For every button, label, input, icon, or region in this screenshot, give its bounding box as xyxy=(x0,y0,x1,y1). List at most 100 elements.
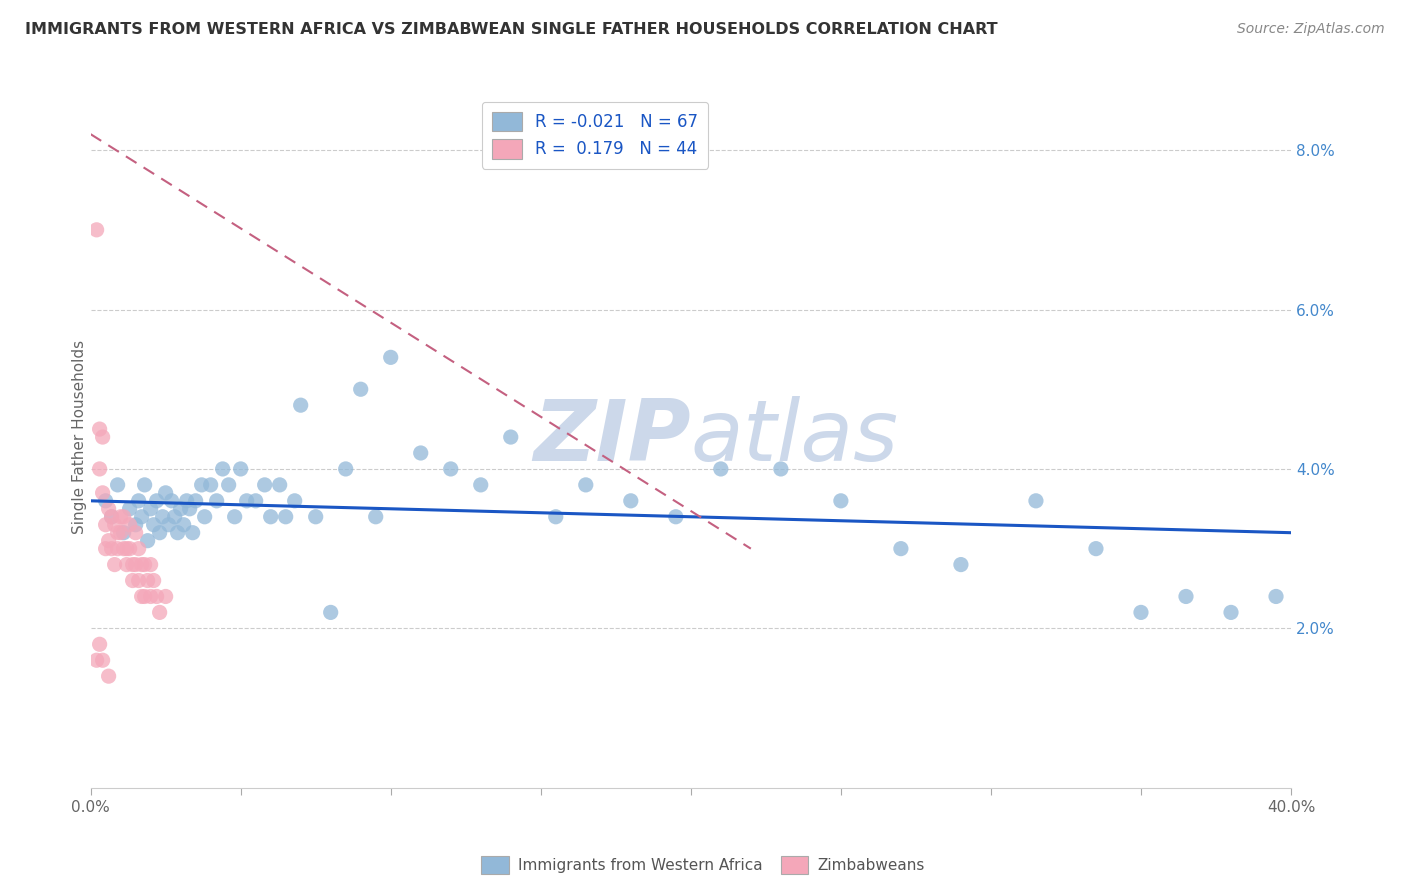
Point xyxy=(142,517,165,532)
Point xyxy=(112,541,135,556)
Point xyxy=(155,590,177,604)
Point xyxy=(89,422,111,436)
Point xyxy=(1025,493,1047,508)
Point xyxy=(155,486,177,500)
Point xyxy=(131,558,153,572)
Point xyxy=(136,574,159,588)
Point xyxy=(131,590,153,604)
Point xyxy=(118,517,141,532)
Point xyxy=(364,509,387,524)
Point xyxy=(128,541,150,556)
Point xyxy=(142,574,165,588)
Point xyxy=(1265,590,1288,604)
Point xyxy=(107,478,129,492)
Point xyxy=(104,517,127,532)
Point xyxy=(253,478,276,492)
Point xyxy=(949,558,972,572)
Point xyxy=(121,558,143,572)
Text: atlas: atlas xyxy=(690,395,898,478)
Point xyxy=(163,509,186,524)
Point xyxy=(229,462,252,476)
Point xyxy=(136,533,159,548)
Point xyxy=(100,509,122,524)
Point xyxy=(91,653,114,667)
Point xyxy=(112,509,135,524)
Point xyxy=(380,351,402,365)
Point xyxy=(134,590,156,604)
Point xyxy=(350,382,373,396)
Point xyxy=(124,517,146,532)
Point xyxy=(1220,606,1243,620)
Point xyxy=(97,501,120,516)
Point xyxy=(620,493,643,508)
Point xyxy=(470,478,492,492)
Point xyxy=(830,493,852,508)
Point xyxy=(115,541,138,556)
Point xyxy=(319,606,342,620)
Point xyxy=(100,541,122,556)
Point xyxy=(100,509,122,524)
Point xyxy=(284,493,307,508)
Point xyxy=(173,517,195,532)
Point xyxy=(110,525,132,540)
Text: ZIP: ZIP xyxy=(533,395,690,478)
Point xyxy=(1130,606,1153,620)
Point xyxy=(769,462,792,476)
Point xyxy=(544,509,567,524)
Point xyxy=(104,558,127,572)
Point xyxy=(128,574,150,588)
Point xyxy=(499,430,522,444)
Point xyxy=(190,478,212,492)
Point xyxy=(139,590,162,604)
Point xyxy=(1084,541,1107,556)
Point xyxy=(157,517,180,532)
Point xyxy=(97,533,120,548)
Point xyxy=(575,478,598,492)
Point xyxy=(409,446,432,460)
Point xyxy=(124,525,146,540)
Point xyxy=(131,509,153,524)
Point xyxy=(440,462,463,476)
Point xyxy=(710,462,733,476)
Point xyxy=(107,525,129,540)
Point xyxy=(269,478,291,492)
Point xyxy=(107,541,129,556)
Legend: Immigrants from Western Africa, Zimbabweans: Immigrants from Western Africa, Zimbabwe… xyxy=(475,850,931,880)
Point xyxy=(139,501,162,516)
Point xyxy=(128,493,150,508)
Point xyxy=(86,223,108,237)
Point xyxy=(200,478,222,492)
Point xyxy=(91,486,114,500)
Point xyxy=(145,590,167,604)
Point xyxy=(124,558,146,572)
Legend: R = -0.021   N = 67, R =  0.179   N = 44: R = -0.021 N = 67, R = 0.179 N = 44 xyxy=(482,102,709,169)
Point xyxy=(115,558,138,572)
Point xyxy=(245,493,267,508)
Point xyxy=(290,398,312,412)
Point xyxy=(89,637,111,651)
Point xyxy=(169,501,191,516)
Point xyxy=(194,509,217,524)
Point xyxy=(89,462,111,476)
Point xyxy=(97,669,120,683)
Point xyxy=(149,525,172,540)
Point xyxy=(94,517,117,532)
Point xyxy=(274,509,297,524)
Point xyxy=(134,478,156,492)
Point xyxy=(211,462,233,476)
Point xyxy=(205,493,228,508)
Text: IMMIGRANTS FROM WESTERN AFRICA VS ZIMBABWEAN SINGLE FATHER HOUSEHOLDS CORRELATIO: IMMIGRANTS FROM WESTERN AFRICA VS ZIMBAB… xyxy=(25,22,998,37)
Point xyxy=(91,430,114,444)
Point xyxy=(160,493,183,508)
Text: Source: ZipAtlas.com: Source: ZipAtlas.com xyxy=(1237,22,1385,37)
Point xyxy=(118,541,141,556)
Point xyxy=(335,462,357,476)
Point xyxy=(139,558,162,572)
Point xyxy=(145,493,167,508)
Point xyxy=(181,525,204,540)
Point xyxy=(86,653,108,667)
Point xyxy=(235,493,257,508)
Point xyxy=(224,509,246,524)
Point xyxy=(134,558,156,572)
Point xyxy=(176,493,198,508)
